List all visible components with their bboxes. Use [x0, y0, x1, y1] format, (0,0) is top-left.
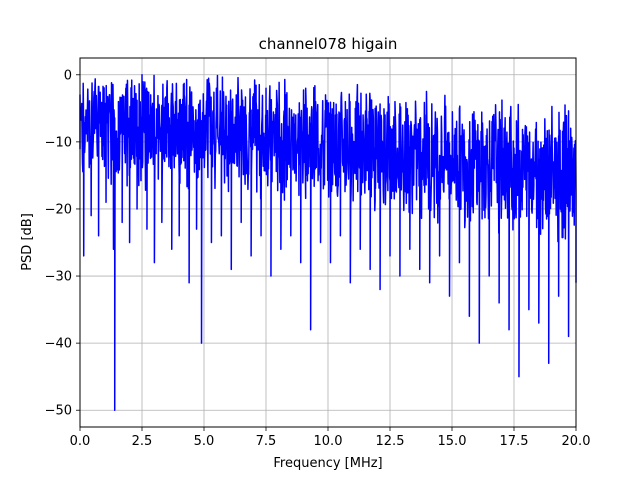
y-tick-label: −40	[45, 337, 72, 352]
y-tick-label: −20	[45, 202, 72, 217]
y-tick-label: −10	[45, 135, 72, 150]
x-tick-label: 10.0	[314, 434, 343, 449]
x-tick-label: 15.0	[438, 434, 467, 449]
y-tick-label: −30	[45, 270, 72, 285]
x-axis-ticks: 0.0 2.5 5.0 7.5 10.0 12.5 15.0 17.5 20.0	[70, 427, 591, 449]
y-tick-label: −50	[45, 404, 72, 419]
x-axis-label: Frequency [MHz]	[273, 456, 382, 471]
x-tick-label: 20.0	[562, 434, 591, 449]
x-tick-label: 12.5	[376, 434, 405, 449]
x-tick-label: 0.0	[70, 434, 91, 449]
x-tick-label: 17.5	[500, 434, 529, 449]
y-tick-label: 0	[64, 68, 72, 83]
x-tick-label: 7.5	[256, 434, 277, 449]
psd-series-line	[79, 74, 577, 411]
chart-title: channel078 higain	[259, 35, 398, 53]
x-tick-label: 2.5	[132, 434, 153, 449]
y-axis-label: PSD [dB]	[20, 213, 35, 271]
x-tick-label: 5.0	[194, 434, 215, 449]
y-axis-ticks: 0 −10 −20 −30 −40 −50	[45, 68, 80, 419]
